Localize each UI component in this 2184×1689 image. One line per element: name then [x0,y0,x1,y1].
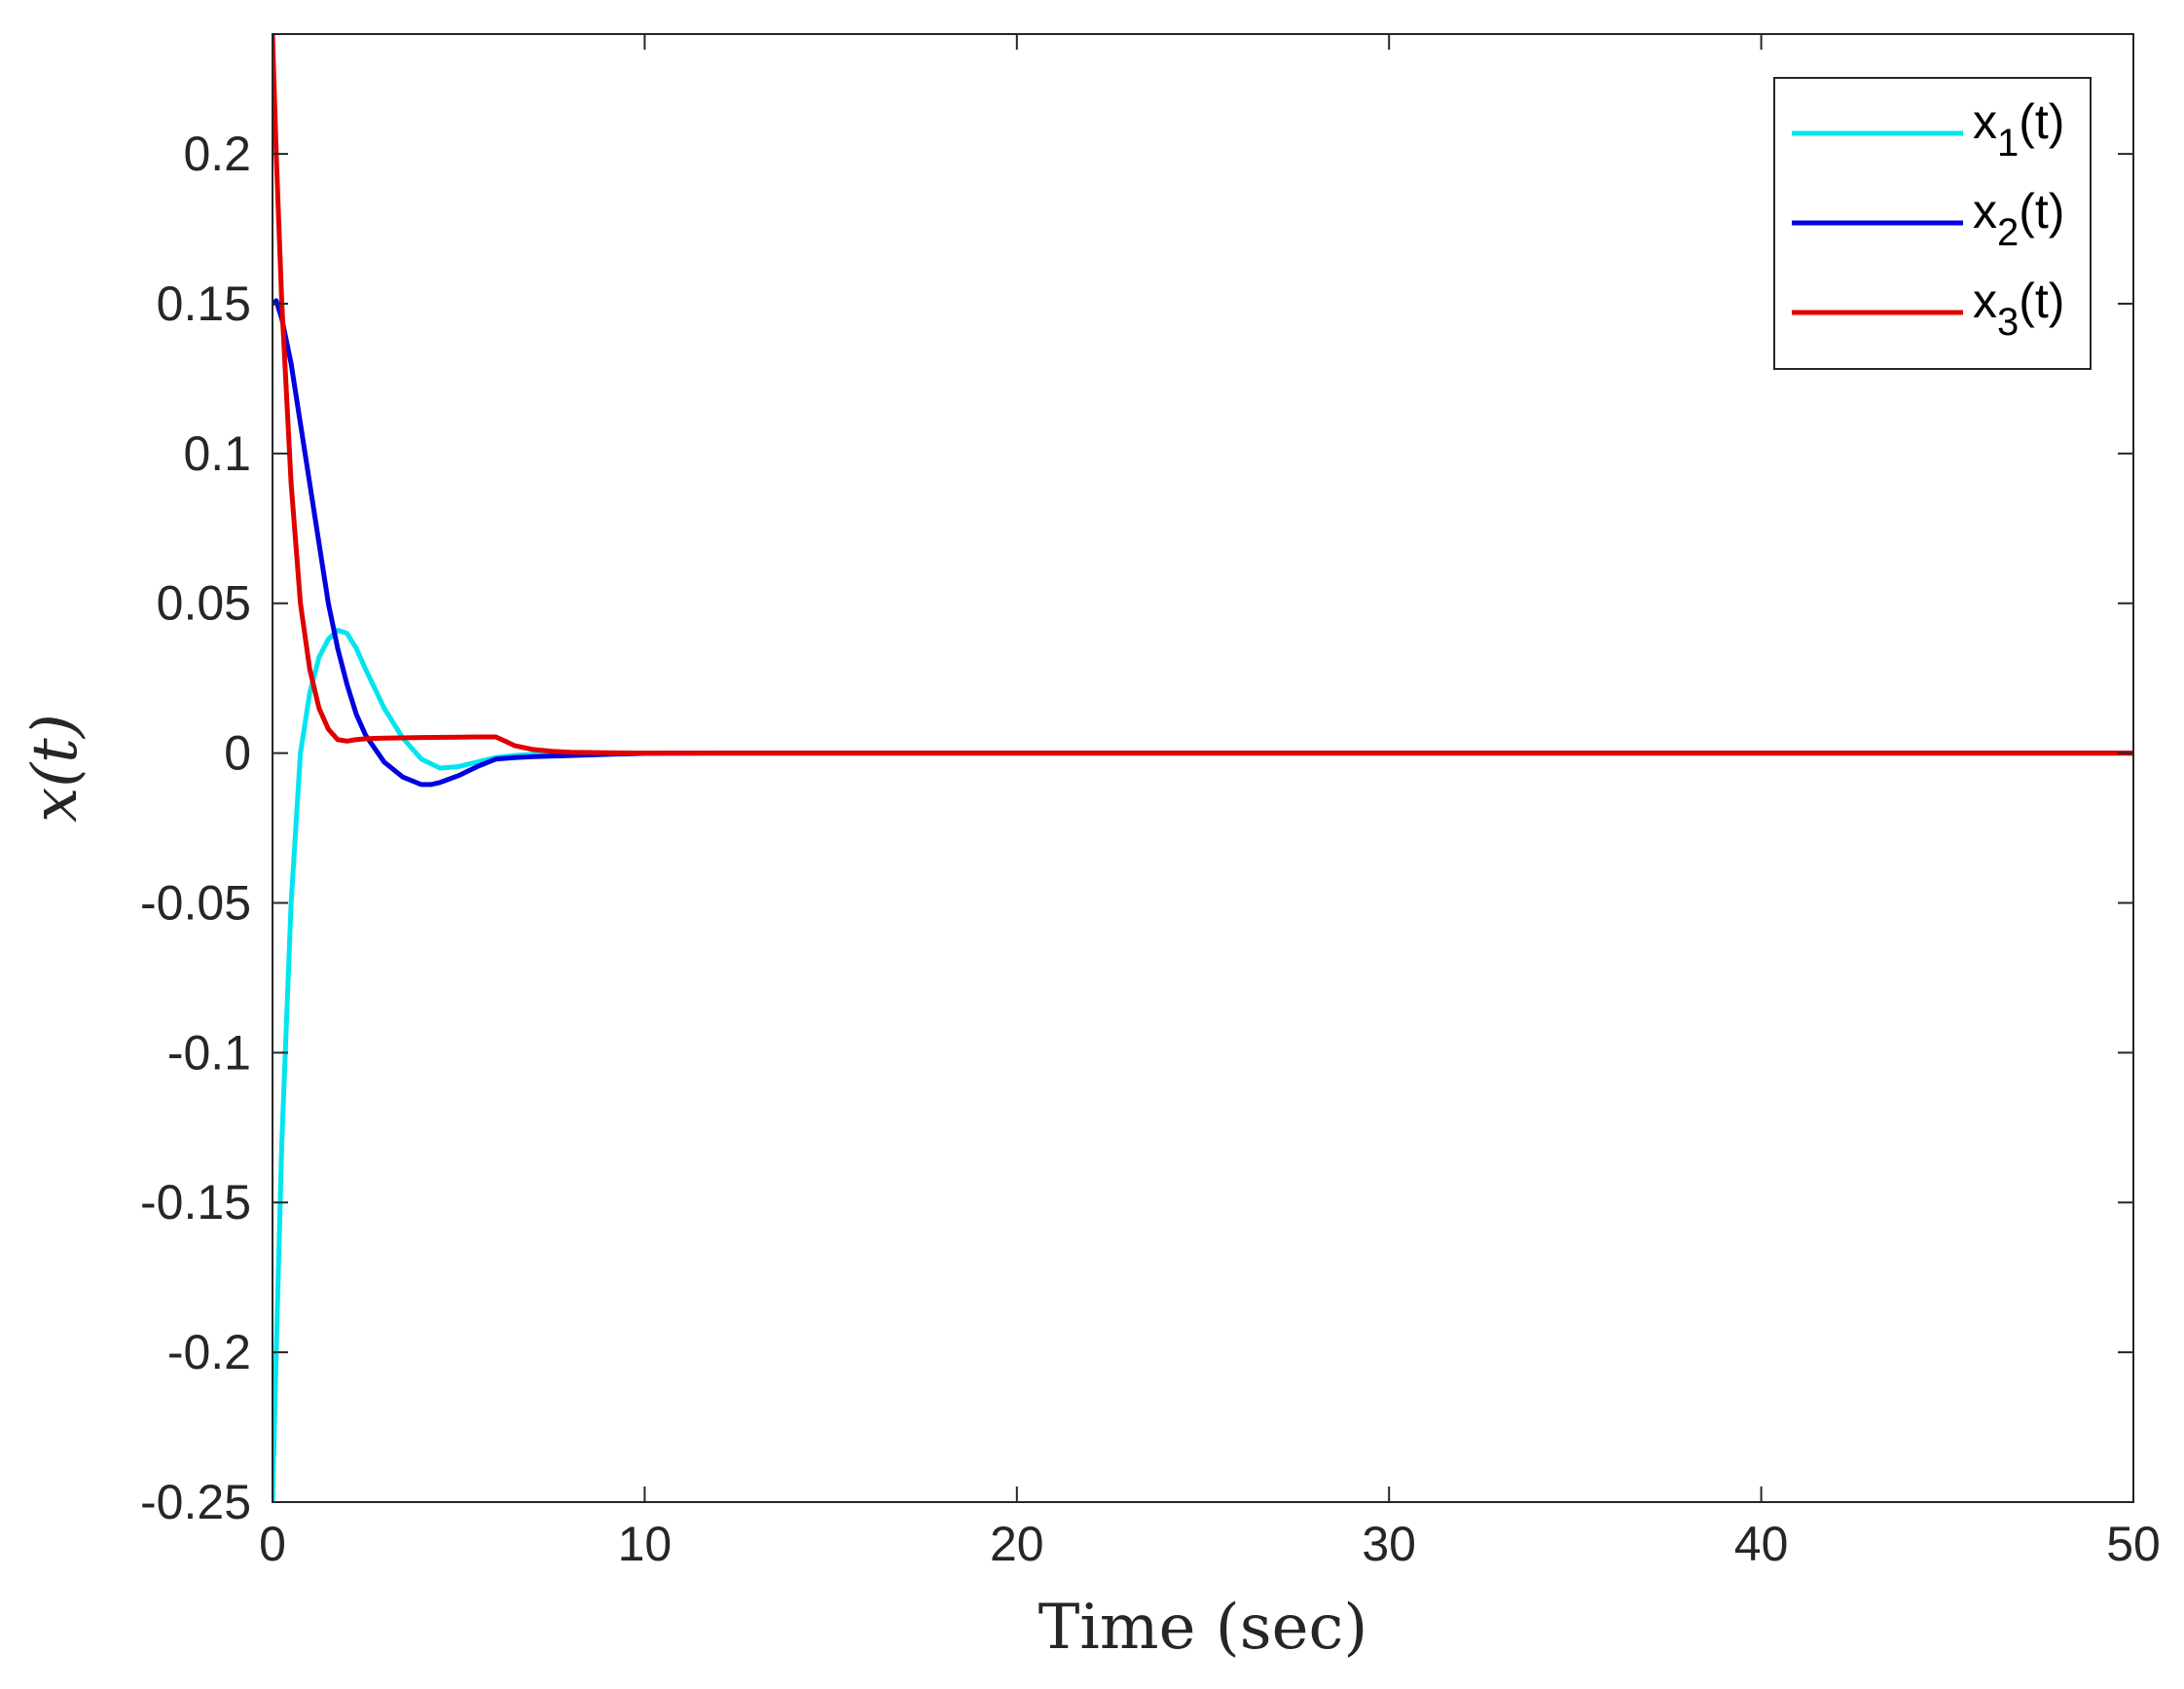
x-tick-label: 40 [1734,1517,1789,1571]
legend: x1(t) x2(t) x3(t) [1773,77,2092,370]
legend-items: x1(t) x2(t) x3(t) [1792,94,2064,344]
y-tick-label: 0.2 [183,127,251,181]
plot-frame [272,33,2134,1503]
y-tick-label: -0.05 [140,875,251,930]
y-tick-label: 0 [224,726,251,781]
y-tick-label: -0.1 [167,1025,251,1080]
y-tick-label: 0.1 [183,426,251,481]
y-tick-label: -0.15 [140,1175,251,1230]
x-tick-label: 50 [2106,1517,2161,1571]
y-tick-label: -0.2 [167,1325,251,1379]
legend-entry-x1: x1(t) [1792,94,2064,165]
legend-label: x3(t) [1973,274,2064,344]
legend-entry-x2: x2(t) [1792,184,2064,254]
y-axis-label: x(t) [19,714,91,823]
x-tick-label: 20 [990,1517,1044,1571]
series-line-x3 [273,34,2133,756]
y-axis: -0.25 -0.2 -0.15 -0.1 -0.05 0 0.05 0.1 0.15 0.2 [140,127,2133,1529]
y-tick-label: 0.15 [157,276,251,331]
y-tick-label: 0.05 [157,576,251,631]
y-tick-label: -0.25 [140,1475,251,1529]
x-tick-label: 10 [618,1517,673,1571]
legend-label: x2(t) [1973,184,2064,254]
x-axis-label: Time (sec) [1038,1592,1368,1664]
x-tick-label: 0 [259,1517,286,1571]
series-layer [273,34,2133,1502]
legend-entry-x3: x3(t) [1792,274,2064,344]
legend-label: x1(t) [1973,94,2064,165]
x-tick-label: 30 [1362,1517,1416,1571]
x-axis: 0 10 20 30 40 50 [259,34,2161,1571]
